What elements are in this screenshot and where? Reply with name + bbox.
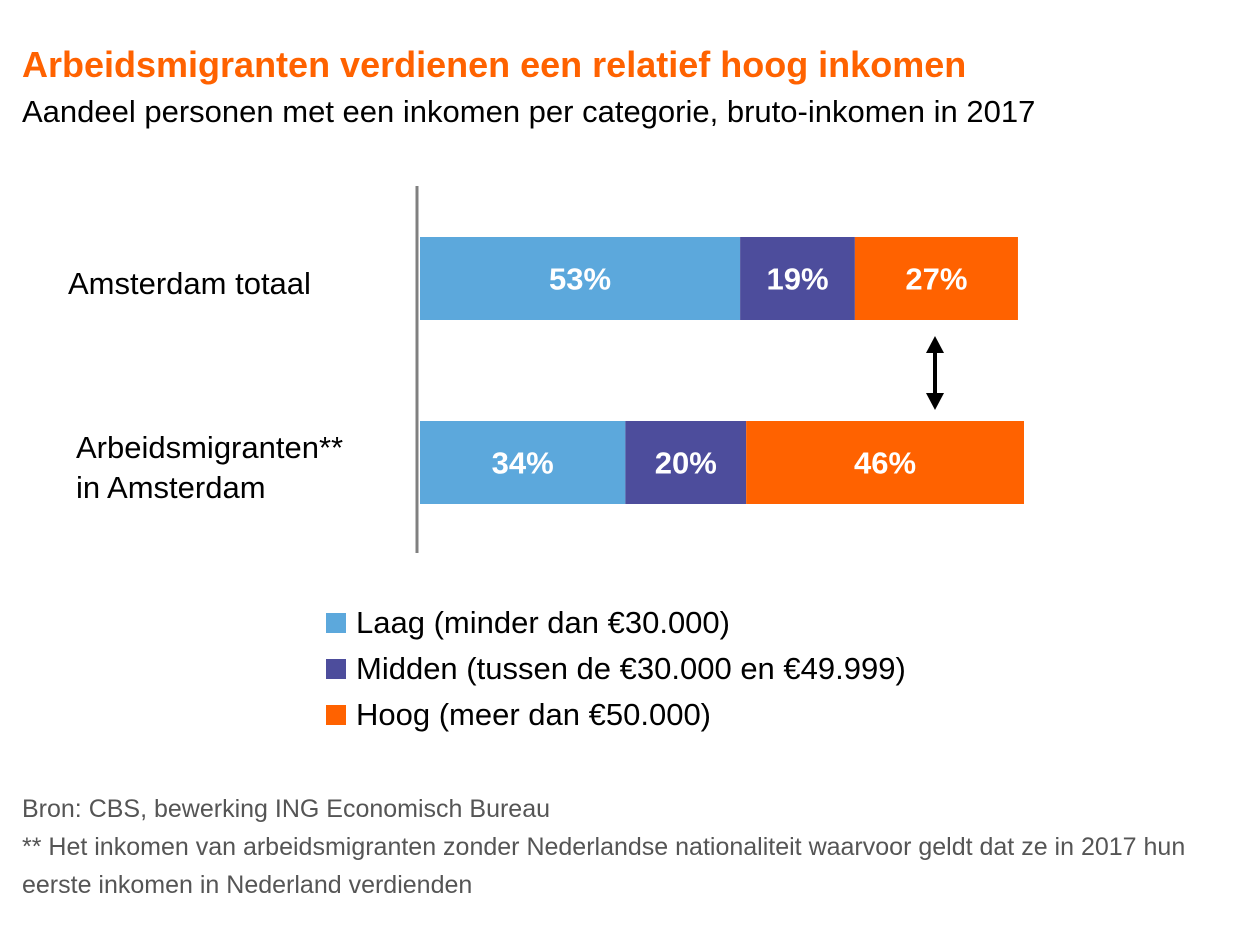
bar-value-label: 34% — [492, 446, 554, 481]
bars-group: 53% 19% 27% 34% 20% 46% — [420, 237, 1024, 504]
footnote-line: ** Het inkomen van arbeidsmigranten zond… — [22, 833, 1186, 899]
category-label-line: in Amsterdam — [76, 470, 266, 505]
bar-value-label: 46% — [854, 446, 916, 481]
chart-subtitle: Aandeel personen met een inkomen per cat… — [22, 94, 1036, 129]
bar-value-label: 53% — [549, 262, 611, 297]
category-label-line: Arbeidsmigranten** — [76, 430, 344, 465]
chart-title: Arbeidsmigranten verdienen een relatief … — [22, 44, 967, 85]
legend-swatch — [326, 659, 346, 679]
category-label-line: Amsterdam totaal — [68, 266, 311, 301]
legend-label: Midden (tussen de €30.000 en €49.999) — [356, 651, 906, 686]
bar-value-label: 27% — [905, 262, 967, 297]
bar-segment — [420, 237, 741, 320]
category-label-arbeidsmigranten: Arbeidsmigranten** in Amsterdam — [76, 428, 343, 508]
legend-item-midden: Midden (tussen de €30.000 en €49.999) — [326, 646, 906, 692]
bar-segment — [625, 421, 747, 504]
bar-segment — [854, 237, 1018, 320]
legend-item-hoog: Hoog (meer dan €50.000) — [326, 692, 906, 738]
bar-segment — [740, 237, 855, 320]
chart-legend: Laag (minder dan €30.000) Midden (tussen… — [326, 600, 906, 738]
legend-item-laag: Laag (minder dan €30.000) — [326, 600, 906, 646]
category-label-amsterdam-totaal: Amsterdam totaal — [68, 264, 311, 304]
bar-segment — [420, 421, 626, 504]
legend-swatch — [326, 613, 346, 633]
bar-value-label: 20% — [655, 446, 717, 481]
bar-segment — [746, 421, 1024, 504]
bar-value-label: 19% — [766, 262, 828, 297]
legend-label: Hoog (meer dan €50.000) — [356, 697, 712, 732]
legend-swatch — [326, 705, 346, 725]
difference-arrow — [926, 336, 944, 410]
source-note: Bron: CBS, bewerking ING Economisch Bure… — [22, 790, 1242, 904]
source-line: Bron: CBS, bewerking ING Economisch Bure… — [22, 795, 551, 823]
legend-label: Laag (minder dan €30.000) — [356, 605, 730, 640]
